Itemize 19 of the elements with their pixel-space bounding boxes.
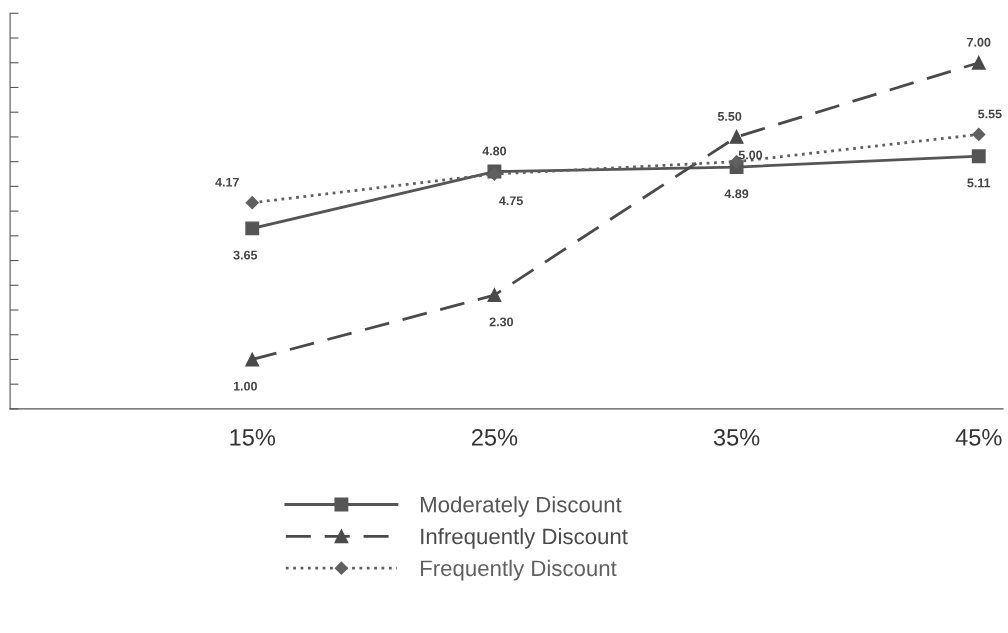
data-label: 4.75 [499, 196, 523, 206]
data-label: 7.00 [967, 37, 991, 47]
data-label: 5.11 [967, 178, 991, 188]
text: Moderately Discount [420, 496, 622, 517]
data-label: 5.55 [978, 109, 1002, 119]
x-tick-label: 25% [471, 428, 518, 446]
data-label: 5.00 [738, 150, 763, 160]
data-label: 4.17 [215, 177, 239, 187]
data-label: 5.50 [717, 111, 742, 121]
text: Frequently Discount [420, 559, 617, 581]
data-label: 1.00 [233, 381, 257, 391]
text: Infrequently Discount [421, 528, 628, 549]
data-label: 4.89 [724, 189, 749, 199]
data-label: 3.65 [233, 250, 258, 260]
x-tick-label: 15% [230, 429, 276, 446]
data-label: 2.30 [489, 317, 514, 327]
x-tick-label: 35% [713, 428, 760, 446]
x-tick-label: 45% [955, 429, 1002, 446]
data-label: 4.80 [482, 146, 507, 156]
